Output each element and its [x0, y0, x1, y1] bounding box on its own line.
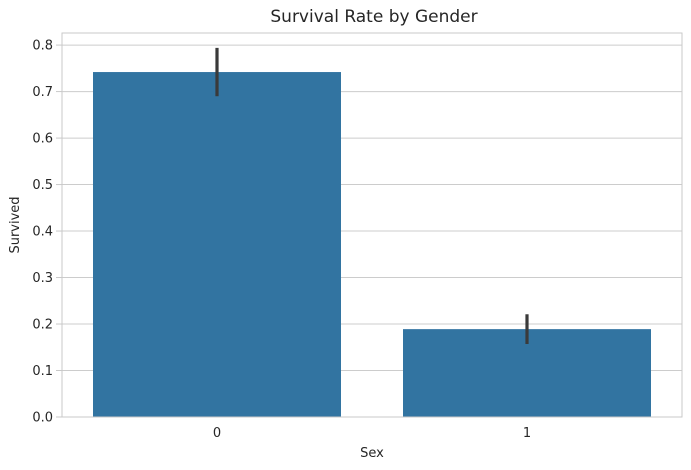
y-tick-label: 0.1 — [32, 364, 53, 379]
y-tick-label: 0.3 — [32, 271, 53, 286]
x-tick-label: 0 — [213, 426, 221, 441]
plot-frame-layer — [61, 32, 683, 418]
y-tick-label: 0.8 — [32, 39, 53, 54]
y-tick-label: 0.7 — [32, 85, 53, 100]
tick-labels-layer: 0.0 0.1 0.2 0.3 0.4 0.5 0.6 0.7 0.8 0 1 — [32, 39, 531, 441]
bar-0 — [93, 72, 341, 418]
y-tick-label: 0.6 — [32, 132, 53, 147]
plot-frame — [61, 32, 683, 418]
y-tick-label: 0.5 — [32, 178, 53, 193]
chart-title: Survival Rate by Gender — [270, 7, 477, 27]
y-tick-label: 0.2 — [32, 318, 53, 333]
y-tick-label: 0.0 — [32, 411, 53, 426]
y-axis-label: Survived — [8, 196, 23, 253]
x-axis-label: Sex — [360, 446, 384, 461]
error-bars-layer — [215, 47, 529, 345]
x-tick-label: 1 — [523, 426, 531, 441]
bars-layer — [93, 72, 651, 418]
y-tick-label: 0.4 — [32, 225, 53, 240]
